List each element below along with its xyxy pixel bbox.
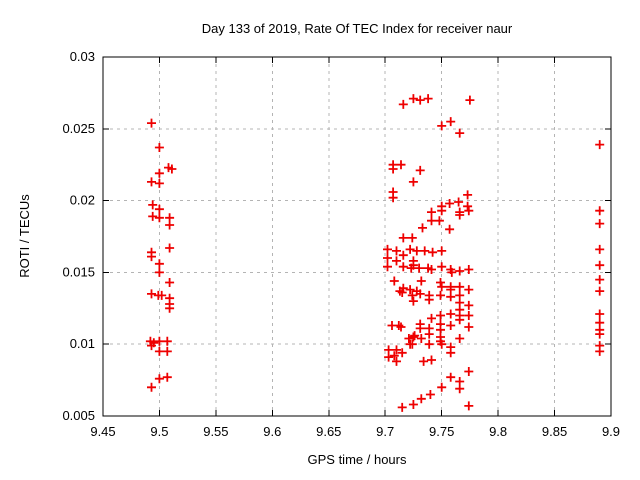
data-points	[145, 94, 605, 412]
x-tick-label: 9.55	[203, 424, 228, 439]
y-tick-label: 0.025	[62, 121, 95, 136]
x-tick-label: 9.6	[263, 424, 281, 439]
y-tick-label: 0.02	[70, 193, 95, 208]
x-tick-label: 9.8	[489, 424, 507, 439]
y-tick-label: 0.005	[62, 408, 95, 423]
x-tick-label: 9.85	[542, 424, 567, 439]
x-tick-label: 9.75	[429, 424, 454, 439]
chart-title: Day 133 of 2019, Rate Of TEC Index for r…	[201, 21, 513, 36]
x-tick-label: 9.5	[150, 424, 168, 439]
plot-border	[102, 56, 612, 417]
x-tick-label: 9.9	[602, 424, 620, 439]
y-tick-label: 0.015	[62, 264, 95, 279]
x-tick-label: 9.7	[376, 424, 394, 439]
x-tick-label: 9.65	[316, 424, 341, 439]
x-axis-label: GPS time / hours	[307, 452, 407, 467]
y-tick-label: 0.03	[70, 49, 95, 64]
x-tick-label: 9.45	[90, 424, 115, 439]
y-tick-label: 0.01	[70, 336, 95, 351]
